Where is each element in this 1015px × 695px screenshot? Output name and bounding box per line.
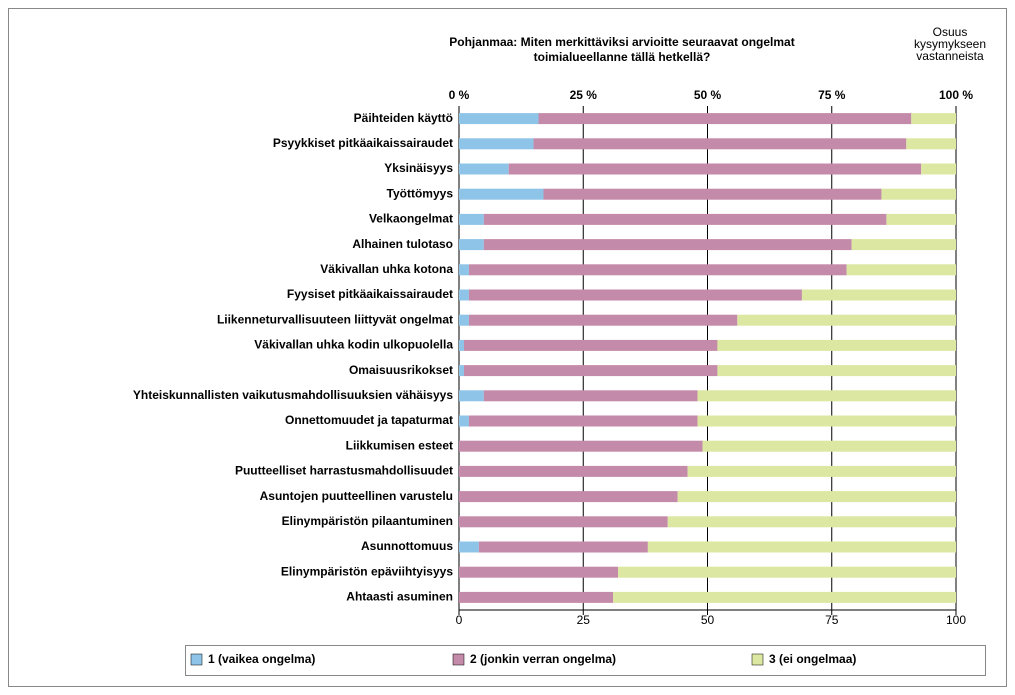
bar-segment (459, 188, 544, 200)
legend-swatch (751, 653, 764, 666)
category-label: Elinympäristön epäviihtyisyys (281, 564, 453, 578)
bar-segment (459, 541, 479, 553)
legend-label: 2 (jonkin verran ongelma) (470, 652, 616, 666)
category-label: Alhainen tulotaso (352, 237, 453, 251)
bar-segment (538, 113, 912, 125)
bar-segment (906, 138, 956, 150)
bar-segment (463, 365, 718, 377)
bar-segment (463, 339, 718, 351)
x-tick-label-bottom: 0 (456, 613, 463, 627)
legend-box (185, 645, 986, 676)
annotation: Osuus (933, 25, 968, 39)
x-tick-label-bottom: 75 (825, 613, 839, 627)
chart-title: toimialueellanne tällä hetkellä? (534, 50, 711, 64)
bar-segment (468, 314, 738, 326)
bar-segment (459, 465, 688, 477)
bar-segment (459, 163, 509, 175)
category-label: Puutteelliset harrastusmahdollisuudet (235, 464, 453, 478)
bar-segment (459, 314, 469, 326)
bar-segment (921, 163, 956, 175)
x-tick-label-top: 100 % (939, 88, 973, 102)
bar-segment (717, 339, 956, 351)
bar-segment (886, 213, 956, 225)
bar-segment (851, 239, 956, 251)
bar-segment (459, 213, 484, 225)
bar-segment (697, 415, 956, 427)
bar-segment (911, 113, 956, 125)
legend-label: 3 (ei ongelmaa) (769, 652, 856, 666)
bar-segment (459, 566, 619, 578)
bar-segment (459, 113, 539, 125)
bar-segment (459, 591, 614, 603)
category-label: Yksinäisyys (384, 161, 453, 175)
bar-segment (483, 213, 887, 225)
bar-segment (468, 415, 698, 427)
bar-segment (459, 138, 534, 150)
bar-segment (667, 516, 956, 528)
bar-segment (801, 289, 956, 301)
category-label: Työttömyys (387, 186, 454, 200)
x-tick-label-top: 50 % (694, 88, 722, 102)
annotation: vastanneista (916, 49, 984, 63)
chart-title: Pohjanmaa: Miten merkittäviksi arvioitte… (449, 35, 794, 49)
x-tick-label-bottom: 50 (701, 613, 715, 627)
bar-segment (881, 188, 956, 200)
category-label: Liikkumisen esteet (346, 438, 453, 452)
bar-segment (459, 516, 668, 528)
bar-segment (687, 465, 956, 477)
bar-segment (468, 289, 802, 301)
bar-segment (543, 188, 882, 200)
bar-segment (737, 314, 956, 326)
bar-segment (618, 566, 956, 578)
bar-segment (483, 390, 698, 402)
category-label: Yhteiskunnallisten vaikutusmahdollisuuks… (133, 388, 453, 402)
x-tick-label-bottom: 25 (577, 613, 591, 627)
legend-swatch (452, 653, 465, 666)
annotation: kysymykseen (914, 37, 986, 51)
bar-segment (702, 440, 956, 452)
category-label: Fyysiset pitkäaikaissairaudet (287, 287, 453, 301)
bar-segment (459, 415, 469, 427)
bar-segment (459, 440, 703, 452)
category-label: Elinympäristön pilaantuminen (282, 514, 453, 528)
bar-segment (647, 541, 956, 553)
category-label: Päihteiden käyttö (354, 111, 453, 125)
bar-segment (508, 163, 922, 175)
bar-segment (459, 339, 464, 351)
x-tick-label-top: 0 % (449, 88, 470, 102)
bar-segment (478, 541, 648, 553)
bar-segment (459, 390, 484, 402)
bar-segment (459, 289, 469, 301)
category-label: Asuntojen puutteellinen varustelu (260, 489, 453, 503)
category-label: Onnettomuudet ja tapaturmat (285, 413, 453, 427)
bar-segment (459, 264, 469, 276)
legend-swatch (190, 653, 203, 666)
category-label: Velkaongelmat (369, 212, 453, 226)
bar-segment (483, 239, 852, 251)
bar-segment (613, 591, 956, 603)
bar-segment (459, 491, 678, 503)
category-label: Ahtaasti asuminen (346, 590, 453, 604)
bar-segment (468, 264, 847, 276)
category-label: Väkivallan uhka kotona (320, 262, 453, 276)
bar-segment (533, 138, 907, 150)
category-label: Asunnottomuus (361, 539, 453, 553)
category-label: Psyykkiset pitkäaikaissairaudet (273, 136, 453, 150)
bar-segment (697, 390, 956, 402)
bar-segment (846, 264, 956, 276)
x-tick-label-top: 25 % (570, 88, 598, 102)
bar-segment (717, 365, 956, 377)
bar-segment (677, 491, 956, 503)
bar-segment (459, 239, 484, 251)
bar-segment (459, 365, 464, 377)
category-label: Väkivallan uhka kodin ulkopuolella (254, 338, 453, 352)
x-tick-label-top: 75 % (818, 88, 846, 102)
legend-label: 1 (vaikea ongelma) (208, 652, 315, 666)
x-tick-label-bottom: 100 (946, 613, 966, 627)
category-label: Omaisuusrikokset (349, 363, 453, 377)
category-label: Liikenneturvallisuuteen liittyvät ongelm… (217, 312, 453, 326)
